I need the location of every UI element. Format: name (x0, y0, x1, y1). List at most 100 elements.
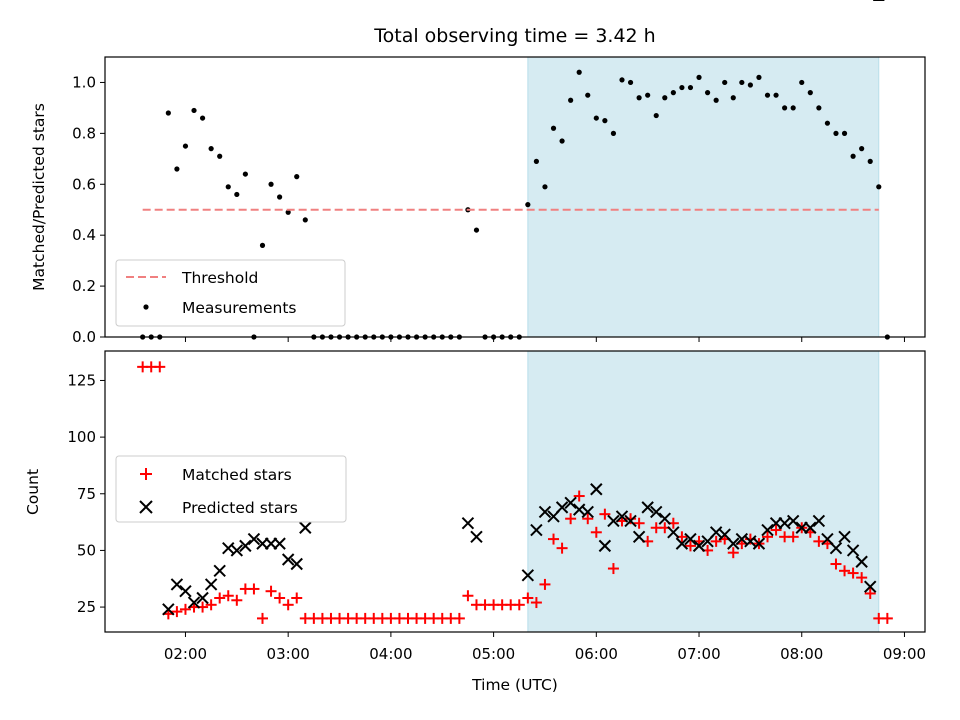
predicted-star-point (786, 514, 800, 528)
measurement-point (165, 110, 171, 116)
matched-star-point (633, 517, 645, 529)
measurement-point (627, 79, 634, 86)
predicted-star-point (230, 544, 244, 557)
matched-star-point (762, 531, 774, 543)
measurement-point (619, 77, 625, 83)
matched-star-point (565, 513, 577, 525)
top-y-tick-label: 0.0 (72, 328, 96, 346)
measurement-point (525, 202, 531, 208)
matched-star-point (205, 599, 217, 611)
measurement-point (713, 97, 719, 103)
chart-title: Total observing time = 3.42 h (373, 25, 655, 47)
bottom-y-tick-label: 50 (77, 541, 96, 559)
predicted-star-point (555, 501, 569, 514)
matched-star-point (154, 361, 166, 373)
measurement-point (302, 217, 308, 223)
legend-predicted-label: Predicted stars (182, 499, 298, 517)
measurement-point (747, 82, 753, 88)
measurement-point (876, 184, 882, 190)
predicted-star-point (632, 530, 646, 544)
matched-star-point (770, 524, 782, 536)
legend-matched-swatch (140, 468, 152, 480)
measurement-point (225, 184, 231, 190)
measurement-point (739, 79, 745, 86)
predicted-star-point (641, 501, 654, 514)
predicted-star-point (658, 512, 671, 525)
measurement-point (559, 138, 565, 144)
measurement-point (199, 115, 206, 121)
predicted-star-point (804, 521, 817, 534)
x-tick-label: 04:00 (369, 645, 412, 663)
predicted-star-point (581, 505, 594, 519)
measurement-point (782, 105, 788, 111)
legend-predicted-swatch (139, 500, 153, 514)
matched-star-point (513, 599, 525, 611)
predicted-star-point (461, 517, 475, 530)
matched-star-point (684, 540, 696, 552)
matched-star-point (179, 603, 191, 615)
matched-star-point (256, 612, 268, 624)
predicted-star-point (239, 539, 252, 553)
predicted-star-point (615, 510, 629, 523)
x-tick-label: 06:00 (575, 645, 618, 663)
measurement-point (833, 130, 839, 136)
measurement-point (636, 95, 642, 101)
measurement-point (816, 105, 822, 111)
measurement-point (679, 84, 685, 91)
measurement-point (764, 92, 771, 98)
bottom-subplot: 25 50 75 100 125 02:00 03:00 04:00 05:00 06:00 07… (24, 0, 926, 694)
count-points (137, 0, 893, 624)
measurement-point (773, 92, 779, 98)
predicted-star-point (684, 532, 697, 546)
predicted-stars-series (162, 0, 885, 616)
measurement-point (730, 95, 736, 101)
matched-star-point (282, 599, 294, 611)
predicted-star-point (590, 483, 603, 496)
predicted-star-point (864, 580, 877, 593)
predicted-star-point (290, 557, 303, 571)
matched-star-point (710, 535, 722, 547)
predicted-star-point (855, 555, 868, 568)
bottom-y-tick-label: 125 (67, 371, 96, 389)
bottom-shaded-region (527, 350, 880, 633)
matched-star-point (813, 535, 825, 547)
measurement-point (542, 184, 548, 190)
matched-star-point (453, 612, 465, 624)
top-shaded-region (527, 56, 880, 338)
predicted-star-point (675, 537, 689, 550)
measurement-point (653, 112, 659, 119)
bottom-axes-frame (104, 350, 926, 633)
top-y-ticks: 0.0 0.2 0.4 0.6 0.8 1.0 (72, 73, 105, 346)
measurement-point (277, 194, 283, 200)
measurement-point (285, 209, 291, 215)
x-tick-label: 08:00 (780, 645, 823, 663)
predicted-star-point (470, 530, 483, 544)
matched-star-point (787, 531, 799, 543)
matched-star-point (274, 592, 286, 604)
measurement-point (799, 79, 805, 86)
predicted-star-point (247, 532, 261, 546)
bottom-y-tick-label: 75 (77, 485, 96, 503)
measurement-point (696, 74, 702, 80)
top-x-ticks (184, 337, 905, 342)
matched-star-point (539, 578, 551, 590)
measurement-point (242, 171, 248, 177)
bottom-y-ticks: 25 50 75 100 125 (67, 371, 105, 616)
measurement-point (807, 90, 813, 96)
top-y-tick-label: 1.0 (72, 73, 96, 91)
matched-star-point (727, 547, 739, 559)
predicted-star-point (170, 578, 184, 591)
measurement-point (824, 120, 831, 126)
x-tick-label: 05:00 (472, 645, 515, 663)
predicted-star-point (187, 596, 201, 609)
measurement-point (174, 166, 180, 172)
measurement-point (850, 153, 856, 159)
predicted-star-point (829, 541, 843, 555)
matched-star-point (231, 594, 243, 606)
matched-star-point (864, 587, 876, 599)
measurement-point (473, 227, 480, 233)
matched-star-point (462, 590, 474, 602)
x-tick-label: 02:00 (164, 645, 207, 663)
measurement-point (602, 118, 608, 124)
measurement-point (790, 105, 796, 111)
